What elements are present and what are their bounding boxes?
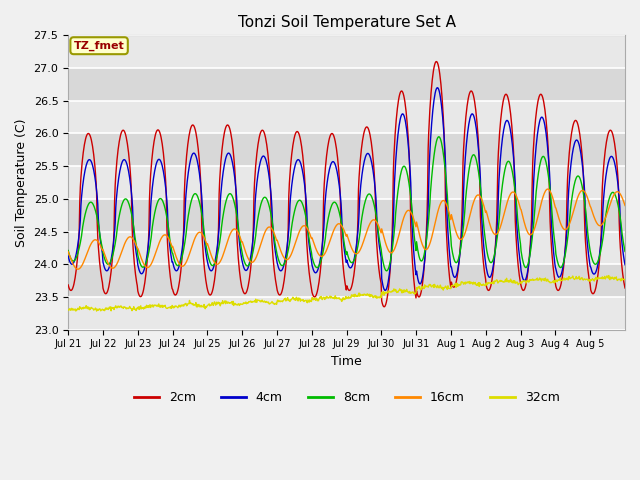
Bar bbox=[68, 231, 625, 264]
Y-axis label: Soil Temperature (C): Soil Temperature (C) bbox=[15, 118, 28, 247]
Legend: 2cm, 4cm, 8cm, 16cm, 32cm: 2cm, 4cm, 8cm, 16cm, 32cm bbox=[129, 386, 564, 409]
Bar bbox=[68, 133, 625, 166]
Bar bbox=[68, 264, 625, 297]
X-axis label: Time: Time bbox=[332, 355, 362, 368]
Bar bbox=[68, 199, 625, 231]
Text: TZ_fmet: TZ_fmet bbox=[74, 41, 124, 51]
Title: Tonzi Soil Temperature Set A: Tonzi Soil Temperature Set A bbox=[237, 15, 456, 30]
Bar bbox=[68, 68, 625, 101]
Bar bbox=[68, 101, 625, 133]
Bar bbox=[68, 166, 625, 199]
Bar bbox=[68, 36, 625, 68]
Bar bbox=[68, 297, 625, 330]
